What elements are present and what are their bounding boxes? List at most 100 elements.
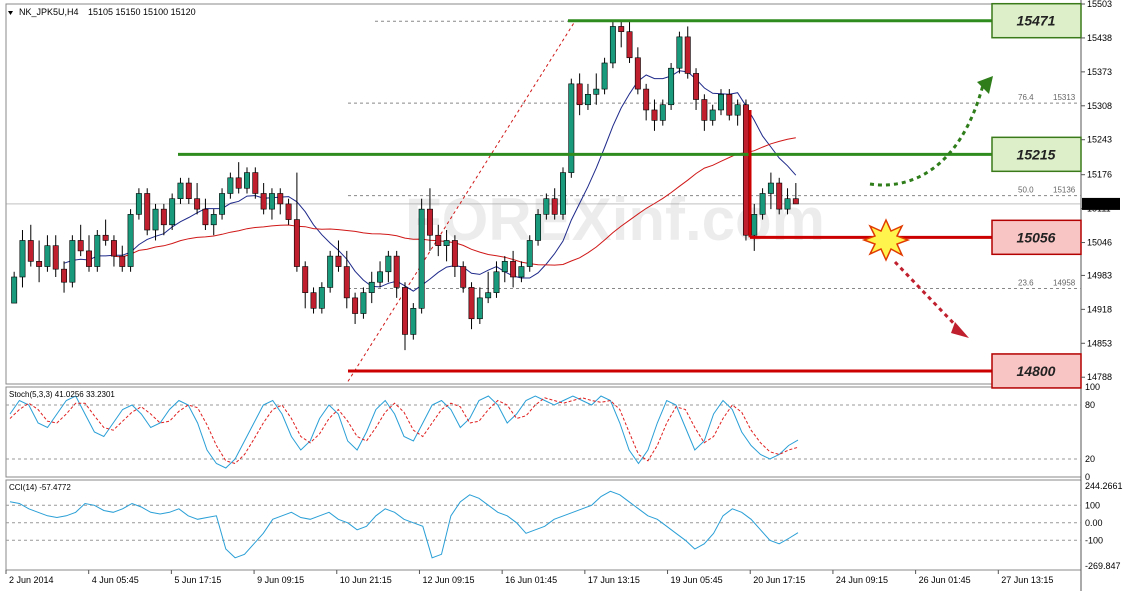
time-axis-label: 24 Jun 09:15	[836, 575, 888, 585]
candle-body	[86, 250, 92, 267]
candle-body	[609, 26, 616, 64]
candle-body	[668, 67, 675, 106]
stoch-level-label: 80	[1085, 400, 1095, 410]
level-label-15056: 15056	[1017, 229, 1056, 245]
price-tick-label: 15243	[1087, 135, 1112, 145]
candle-body	[784, 198, 791, 210]
candle-body	[343, 266, 350, 299]
candle-body	[219, 193, 226, 215]
stoch-level-label: 100	[1085, 382, 1100, 392]
cci-title: CCI(14) -57.4772	[9, 483, 71, 492]
price-tick-label: 15308	[1087, 101, 1112, 111]
candle-body	[385, 255, 392, 273]
candle-body	[285, 203, 292, 220]
bearish-arrow-head	[951, 322, 969, 338]
candle-body	[327, 255, 334, 288]
candle-body	[493, 271, 500, 293]
candle-body	[659, 104, 666, 121]
candle-body	[119, 255, 126, 267]
stoch-title: Stoch(5,3,3) 41.0256 33.2301	[9, 390, 115, 399]
candle-body	[776, 182, 783, 210]
price-tick-label: 14788	[1087, 372, 1112, 382]
stoch-main-line	[9, 395, 799, 469]
candle-body	[726, 94, 733, 116]
cci-level-label: -269.847	[1085, 561, 1121, 571]
candle-body	[252, 172, 259, 194]
candle-body	[210, 214, 217, 226]
candle-body	[260, 193, 267, 210]
candle-body	[402, 287, 408, 335]
candle-body	[543, 198, 550, 215]
price-tick-label: 15503	[1087, 0, 1112, 9]
candle-body	[44, 245, 51, 267]
candle-body	[202, 208, 209, 226]
candle-body	[485, 292, 492, 299]
fib-price-label: 15136	[1053, 186, 1076, 195]
candle-body	[102, 234, 109, 241]
candle-body	[318, 287, 325, 309]
candle-body	[426, 208, 433, 236]
fib-price-label: 15313	[1053, 93, 1076, 102]
candle-body	[701, 99, 708, 121]
current-price-box	[1082, 197, 1120, 210]
candle-body	[52, 245, 59, 270]
candle-body	[127, 214, 134, 267]
candle-body	[751, 214, 758, 236]
price-tick-label: 15438	[1087, 33, 1112, 43]
header-layer: NK_JPK5U,H4 15105 15150 15100 15120	[8, 7, 196, 17]
stoch-level-label: 0	[1085, 472, 1090, 482]
candle-body	[94, 234, 101, 267]
candle-body	[693, 73, 700, 100]
candle-body	[177, 182, 184, 199]
time-axis-label: 5 Jun 17:15	[174, 575, 221, 585]
bullish-arrow-head	[977, 76, 993, 94]
candle-body	[293, 219, 300, 267]
candle-body	[393, 255, 400, 288]
stoch-level-label: 20	[1085, 454, 1095, 464]
candle-body	[468, 287, 475, 320]
candle-body	[443, 240, 450, 246]
candle-body	[335, 255, 342, 267]
candle-body	[593, 88, 600, 95]
candle-body	[410, 308, 417, 335]
candle-body	[185, 182, 192, 199]
symbol-label: NK_JPK5U,H4	[19, 7, 79, 17]
candle-body	[576, 83, 583, 106]
candle-body	[460, 266, 467, 288]
bullish-arrow-path	[869, 84, 985, 187]
price-tick-label: 14853	[1087, 338, 1112, 348]
candle-body	[152, 208, 159, 231]
symbol-dropdown-icon[interactable]	[8, 11, 13, 15]
level-box-14800	[991, 353, 1082, 389]
price-tick-label: 15046	[1087, 238, 1112, 248]
candle-body	[451, 240, 458, 267]
time-axis-label: 2 Jun 2014	[9, 575, 54, 585]
candle-layer	[11, 21, 799, 351]
fib-ratio-label: 23.6	[1018, 278, 1034, 287]
candle-body	[792, 198, 799, 205]
cci-level-label: 0.00	[1085, 518, 1103, 528]
fib-ratio-label: 76.4	[1018, 93, 1034, 102]
candle-body	[368, 281, 375, 293]
candle-body	[418, 208, 425, 309]
axis-layer: 1550315438153731530815243151761511115046…	[5, 0, 1120, 585]
candle-body	[684, 36, 691, 74]
time-axis-label: 12 Jun 09:15	[422, 575, 474, 585]
candle-body	[618, 26, 625, 32]
level-box-15056	[991, 219, 1082, 256]
candle-body	[626, 31, 633, 59]
candle-body	[601, 62, 608, 90]
cci-level-label: 100	[1085, 500, 1100, 510]
candle-body	[560, 172, 566, 215]
price-tick-label: 15176	[1087, 170, 1112, 180]
candle-body	[734, 104, 741, 116]
candle-body	[584, 94, 591, 106]
cci-line	[9, 490, 799, 559]
time-axis-label: 26 Jun 01:45	[919, 575, 971, 585]
cci-layer: 244.2661 100 0.00 -100 -269.847 CCI(14) -57.4…	[6, 481, 1123, 571]
fib-trend-line	[347, 20, 576, 382]
candle-body	[268, 193, 275, 210]
